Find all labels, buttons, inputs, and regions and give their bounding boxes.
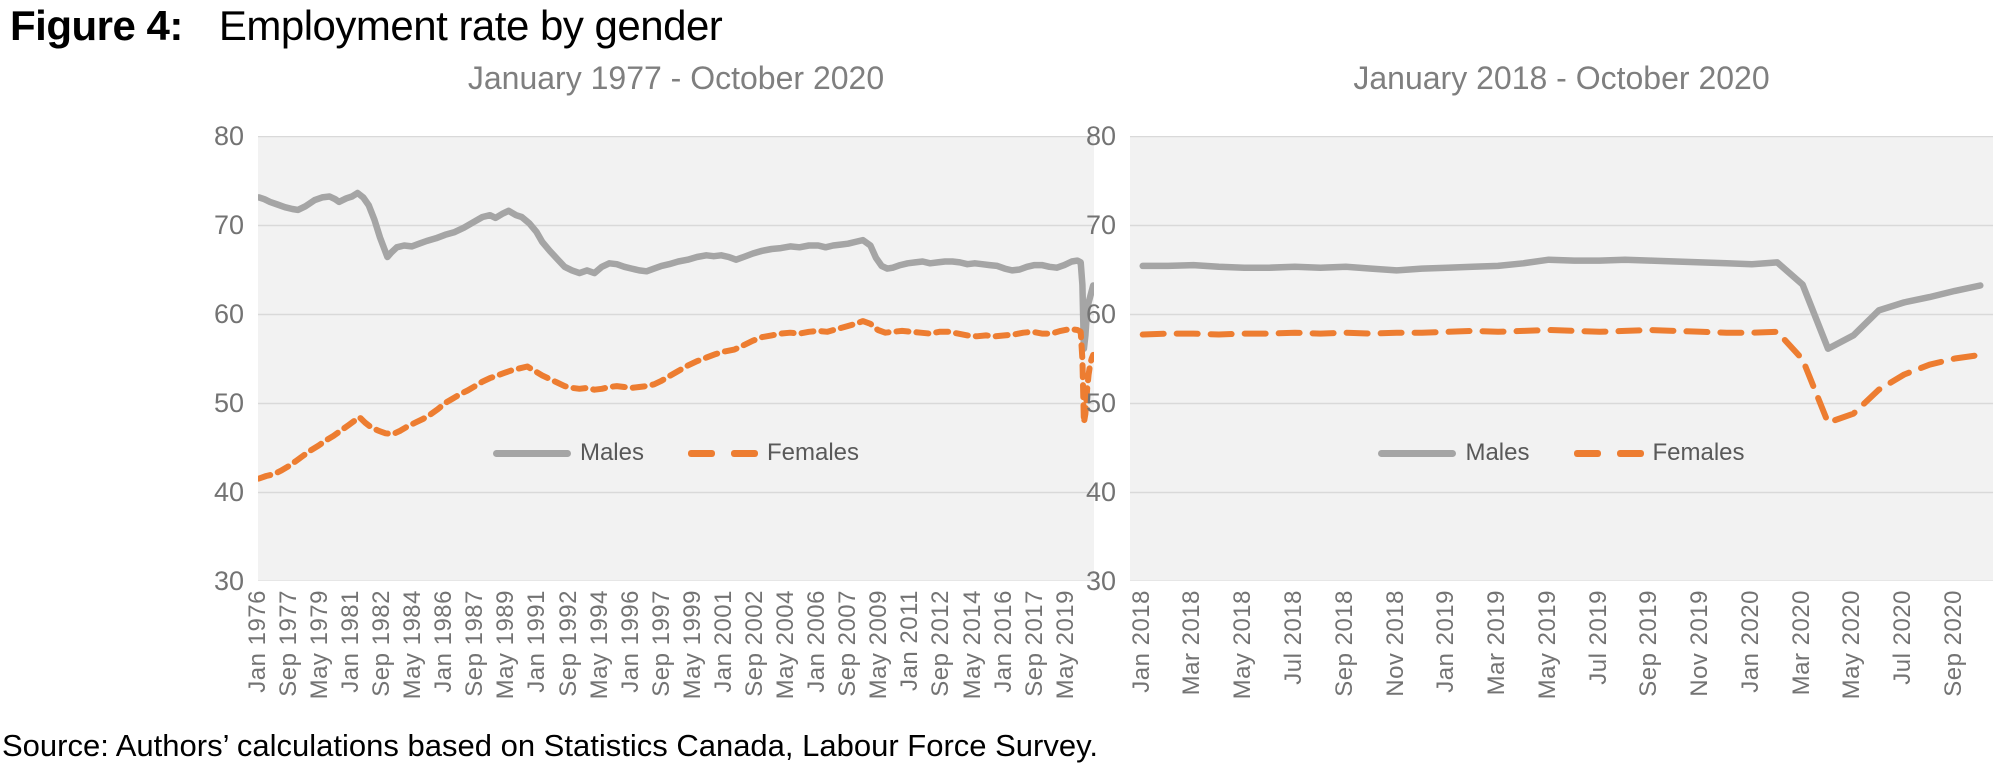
- x-axis-tick-label: Jan 2018: [1127, 590, 1155, 693]
- x-axis-tick-label: Sep 2020: [1939, 590, 1967, 697]
- x-axis-tick-label: Sep 1987: [461, 590, 489, 697]
- x-axis-tick-label: Sep 1997: [647, 590, 675, 697]
- females-series-line: [1139, 327, 1984, 426]
- x-axis-tick-label: Jan 2016: [989, 590, 1017, 693]
- chart-subtitle: January 1977 - October 2020: [467, 60, 885, 96]
- chart-lines-svg: [258, 136, 1094, 581]
- x-axis-tick-label: Jul 2018: [1279, 590, 1307, 685]
- x-axis-tick-label: Jan 1986: [430, 590, 458, 693]
- x-axis-tick-label: Sep 2012: [927, 590, 955, 697]
- x-axis-tick-label: Sep 1977: [274, 590, 302, 697]
- x-axis-tick-label: Nov 2018: [1381, 590, 1409, 697]
- y-axis-tick-label: 50: [213, 388, 244, 418]
- x-axis-tick-label: Sep 2018: [1330, 590, 1358, 697]
- x-axis-tick-label: May 1989: [492, 590, 520, 700]
- x-axis-tick-label: Nov 2019: [1686, 590, 1714, 697]
- plot-area: [1130, 136, 1993, 581]
- x-axis-tick-label: Sep 2002: [741, 590, 769, 697]
- x-axis-tick-label: Jan 1991: [523, 590, 551, 693]
- figure-title: Employment rate by gender: [218, 2, 723, 49]
- x-axis-tick-label: Jan 2006: [803, 590, 831, 693]
- x-axis-tick-label: May 2019: [1533, 590, 1561, 700]
- x-axis-tick-label: May 2009: [865, 590, 893, 700]
- x-axis-tick-label: Sep 2017: [1020, 590, 1048, 697]
- legend: Males Females: [258, 436, 1094, 470]
- males-series-line: [258, 189, 1094, 352]
- y-axis-tick-label: 60: [1085, 299, 1116, 329]
- females-dash-swatch-icon: [688, 449, 758, 457]
- plot-area: [258, 136, 1094, 581]
- x-axis-tick-label: May 1999: [678, 590, 706, 700]
- x-axis-tick-label: Jan 2011: [896, 590, 924, 691]
- legend-item-females: Females: [688, 439, 859, 467]
- x-axis-tick-label: Sep 2007: [834, 590, 862, 697]
- x-axis-tick-label: Jan 2019: [1432, 590, 1460, 693]
- figure-number-label: Figure 4:: [10, 2, 183, 49]
- x-axis-tick-label: May 2019: [1051, 590, 1079, 700]
- x-axis-tick-label: Mar 2020: [1787, 590, 1815, 696]
- x-axis-tick-label: Mar 2018: [1178, 590, 1206, 696]
- x-axis-tick-label: May 2014: [958, 590, 986, 700]
- x-axis-tick-label: Sep 1982: [368, 590, 396, 697]
- x-axis-tick-label: May 1994: [585, 590, 613, 700]
- source-note: Source: Authors’ calculations based on S…: [2, 728, 1098, 763]
- y-axis-tick-label: 40: [213, 477, 244, 507]
- y-axis-tick-label: 80: [213, 121, 244, 151]
- x-axis-tick-label: Jan 1996: [616, 590, 644, 693]
- y-axis-tick-label: 40: [1085, 477, 1116, 507]
- y-axis-tick-label: 80: [1085, 121, 1116, 151]
- legend: Males Females: [1130, 436, 1993, 470]
- legend-item-males: Males: [1378, 439, 1530, 467]
- males-series-line: [1139, 256, 1984, 352]
- y-axis-tick-label: 50: [1085, 388, 1116, 418]
- x-axis-tick-label: Sep 2019: [1635, 590, 1663, 697]
- y-axis-tick-label: 60: [213, 299, 244, 329]
- x-axis-tick-label: May 2018: [1229, 590, 1257, 700]
- legend-males-label: Males: [1465, 439, 1530, 466]
- chart-lines-svg: [1130, 136, 1993, 581]
- x-axis-tick-label: Jul 2019: [1584, 590, 1612, 685]
- chart-subtitle: January 2018 - October 2020: [1353, 60, 1770, 96]
- x-axis-tick-label: Jan 2001: [709, 590, 737, 693]
- y-axis-tick-label: 30: [213, 566, 244, 596]
- chart-long-period: January 1977 - October 2020 Males Female…: [214, 60, 1094, 699]
- x-axis-tick-label: May 2020: [1838, 590, 1866, 700]
- chart-recent-period: January 2018 - October 2020 Males Female…: [1086, 60, 1993, 699]
- males-line-swatch-icon: [1378, 449, 1457, 457]
- y-axis-tick-label: 30: [1085, 566, 1116, 596]
- y-axis-tick-label: 70: [213, 210, 244, 240]
- x-axis-tick-label: Jan 2020: [1736, 590, 1764, 693]
- x-axis-tick-label: Jul 2020: [1889, 590, 1917, 685]
- x-axis-tick-label: Sep 1992: [554, 590, 582, 697]
- legend-females-label: Females: [767, 439, 860, 466]
- legend-females-label: Females: [1652, 439, 1745, 466]
- x-axis-tick-label: May 1979: [305, 590, 333, 700]
- females-series-line: [258, 318, 1094, 482]
- females-dash-swatch-icon: [1573, 449, 1644, 457]
- males-line-swatch-icon: [492, 449, 571, 457]
- x-axis-tick-label: May 2004: [772, 590, 800, 700]
- legend-item-males: Males: [492, 439, 644, 467]
- figure-title-row: Figure 4: Employment rate by gender: [10, 2, 723, 50]
- x-axis-tick-label: Jan 1981: [337, 590, 364, 693]
- x-axis-tick-label: Jan 1976: [243, 590, 271, 693]
- legend-males-label: Males: [579, 439, 644, 466]
- y-axis-tick-label: 70: [1085, 210, 1116, 240]
- x-axis-tick-label: Mar 2019: [1483, 590, 1511, 696]
- x-axis-tick-label: May 1984: [399, 590, 427, 700]
- legend-item-females: Females: [1573, 439, 1745, 467]
